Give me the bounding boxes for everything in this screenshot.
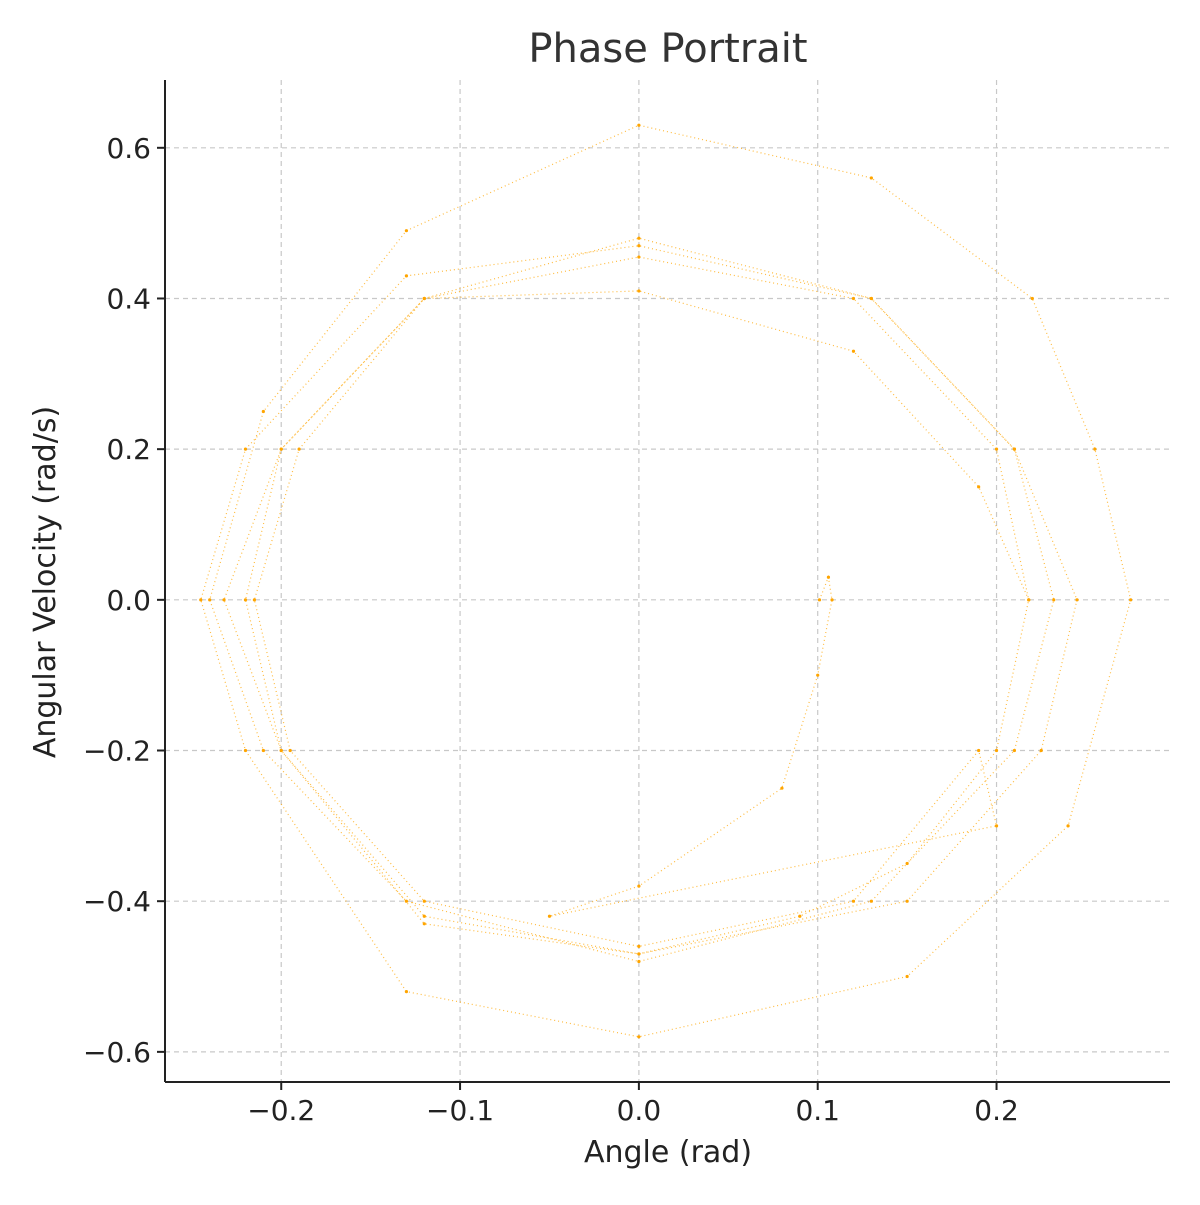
data-point	[1027, 598, 1031, 602]
data-point	[817, 598, 822, 602]
x-tick-label: −0.2	[247, 1094, 315, 1127]
x-tick-label: 0.1	[795, 1094, 840, 1127]
data-points	[199, 123, 1133, 1039]
data-point	[869, 176, 873, 180]
data-point	[905, 899, 909, 903]
data-point	[222, 598, 226, 602]
data-point	[422, 296, 426, 301]
data-point	[637, 289, 641, 293]
data-point	[637, 255, 641, 259]
chart-title: Phase Portrait	[528, 26, 807, 72]
data-point	[1030, 296, 1034, 301]
data-point	[279, 447, 283, 451]
trajectory-path	[200, 124, 1132, 1038]
data-point	[994, 748, 999, 753]
y-tick-label: 0.4	[106, 282, 151, 315]
data-point	[637, 244, 641, 248]
data-point	[780, 786, 784, 790]
data-point	[637, 884, 641, 888]
data-point	[1052, 598, 1056, 602]
data-point	[994, 447, 999, 451]
grid-lines	[165, 80, 1170, 1082]
data-point	[869, 296, 873, 301]
data-point	[288, 748, 292, 753]
axes	[164, 80, 1170, 1083]
data-point	[252, 598, 257, 602]
x-tick-label: −0.1	[426, 1094, 494, 1127]
data-point	[830, 598, 834, 602]
data-point	[1066, 824, 1070, 828]
data-point	[994, 824, 999, 828]
data-point	[637, 959, 641, 964]
ticks: −0.2 −0.1 0.0 0.1 0.2 −0.6 −0.4 −0.2 0.0 0.2 0.4 0.…	[83, 132, 1019, 1127]
data-point	[1129, 598, 1133, 602]
data-point	[869, 899, 873, 903]
data-point	[816, 673, 820, 677]
x-tick-label: 0.2	[974, 1094, 1019, 1127]
data-point	[826, 575, 831, 579]
data-point	[404, 899, 409, 903]
data-point	[1012, 748, 1017, 753]
data-point	[851, 349, 856, 353]
data-point	[261, 409, 265, 414]
data-point	[977, 485, 981, 489]
data-point	[547, 914, 552, 918]
data-point	[243, 598, 248, 602]
y-tick-label: −0.2	[83, 735, 151, 768]
data-point	[199, 598, 203, 602]
data-point	[905, 861, 909, 866]
data-point	[208, 598, 212, 602]
data-point	[851, 899, 856, 903]
data-point	[637, 952, 641, 956]
data-point	[905, 974, 909, 979]
data-point	[243, 447, 248, 451]
y-axis-label: Angular Velocity (rad/s)	[28, 406, 63, 758]
data-point	[261, 748, 265, 753]
data-point	[279, 748, 283, 753]
y-tick-label: 0.6	[106, 132, 151, 165]
y-tick-label: −0.6	[83, 1036, 151, 1069]
data-point	[798, 914, 802, 918]
data-point	[977, 748, 981, 753]
data-point	[1039, 748, 1043, 753]
y-tick-label: −0.4	[83, 885, 151, 918]
data-point	[422, 899, 426, 903]
data-point	[297, 447, 301, 451]
data-point	[851, 296, 856, 301]
data-point	[422, 922, 426, 926]
x-tick-label: 0.0	[617, 1094, 662, 1127]
data-point	[637, 1035, 641, 1039]
data-point	[243, 748, 248, 753]
data-point	[637, 236, 641, 240]
data-point	[637, 944, 641, 948]
data-point	[422, 914, 426, 918]
y-tick-label: 0.0	[106, 584, 151, 617]
data-point	[404, 229, 409, 233]
data-point	[404, 989, 409, 994]
data-point	[1075, 598, 1079, 602]
data-point	[404, 274, 409, 278]
data-point	[637, 123, 641, 127]
y-tick-label: 0.2	[106, 433, 151, 466]
x-axis-label: Angle (rad)	[584, 1135, 752, 1170]
data-point	[1093, 447, 1097, 451]
data-point	[1012, 447, 1017, 451]
